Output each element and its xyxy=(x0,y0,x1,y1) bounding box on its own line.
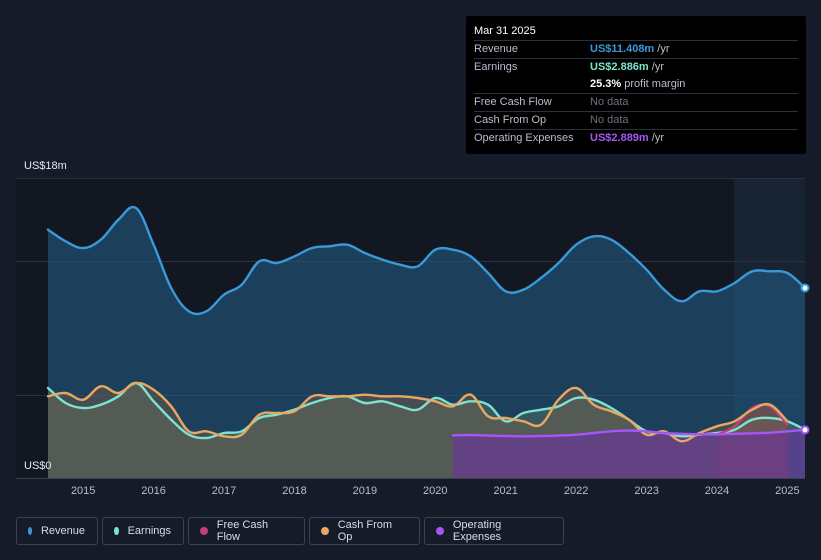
legend-label: Free Cash Flow xyxy=(216,519,269,543)
legend-earnings[interactable]: Earnings xyxy=(102,517,184,545)
tooltip-row-fcf: Free Cash Flow No data xyxy=(474,93,798,111)
legend-label: Earnings xyxy=(127,525,171,537)
tooltip-value: US$11.408m xyxy=(590,43,655,55)
x-tick-label: 2025 xyxy=(775,485,800,497)
x-tick-label: 2018 xyxy=(282,485,307,497)
tooltip-value-wrap: US$2.889m /yr xyxy=(590,130,664,147)
x-tick-label: 2019 xyxy=(352,485,378,497)
legend-dot-icon xyxy=(321,527,329,535)
x-tick-label: 2021 xyxy=(493,485,518,497)
x-tick-label: 2017 xyxy=(211,485,237,497)
legend-cash-from-op[interactable]: Cash From Op xyxy=(309,517,420,545)
tooltip-row-revenue: Revenue US$11.408m /yr xyxy=(474,40,798,58)
tooltip-label: Free Cash Flow xyxy=(474,96,552,108)
x-tick-label: 2016 xyxy=(141,485,166,497)
x-tick-label: 2015 xyxy=(70,485,96,497)
y-tick-label-bottom: US$0 xyxy=(24,460,52,472)
tooltip-value-wrap: US$11.408m /yr xyxy=(590,41,670,58)
legend-label: Operating Expenses xyxy=(452,519,502,543)
free-cash-flow-line xyxy=(715,403,789,436)
revenue-line xyxy=(46,205,807,316)
tooltip-label: Earnings xyxy=(474,61,518,73)
operating-expenses-area xyxy=(452,429,805,478)
tooltip-row-opex: Operating Expenses US$2.889m /yr xyxy=(474,129,798,147)
tooltip-label: Cash From Op xyxy=(474,114,547,126)
tooltip-date: Mar 31 2025 xyxy=(474,25,536,37)
x-tick-label: 2020 xyxy=(423,485,448,497)
tooltip-label: Operating Expenses xyxy=(474,132,574,144)
revenue-marker xyxy=(800,283,810,293)
tooltip-unit: /yr xyxy=(651,132,665,144)
legend-dot-icon xyxy=(200,527,208,535)
tooltip-value: US$2.886m xyxy=(590,61,649,73)
tooltip-value: US$2.889m xyxy=(590,132,649,144)
tooltip: Mar 31 2025 Revenue US$11.408m /yr Earni… xyxy=(466,16,806,154)
tooltip-value-wrap: US$2.886m /yr xyxy=(590,59,664,76)
tooltip-row-cfo: Cash From Op No data xyxy=(474,111,798,129)
tooltip-label xyxy=(474,76,590,93)
legend-operating-expenses[interactable]: Operating Expenses xyxy=(424,517,564,545)
legend-free-cash-flow[interactable]: Free Cash Flow xyxy=(188,517,305,545)
legend-label: Revenue xyxy=(40,525,85,537)
x-tick-label: 2023 xyxy=(634,485,659,497)
tooltip-unit: /yr xyxy=(651,61,665,73)
tooltip-value: No data xyxy=(590,114,629,126)
cash-from-op-line xyxy=(46,381,789,443)
legend-revenue[interactable]: Revenue xyxy=(16,517,98,545)
tooltip-label: Revenue xyxy=(474,43,519,55)
tooltip-row-margin: 25.3% profit margin xyxy=(474,76,798,93)
legend-dot-icon xyxy=(28,527,32,535)
earnings-line xyxy=(46,381,807,440)
legend-label: Cash From Op xyxy=(337,519,393,543)
x-tick-label: 2024 xyxy=(704,485,730,497)
tooltip-row-earnings: Earnings US$2.886m /yr xyxy=(474,58,798,76)
operating-expenses-line xyxy=(451,428,807,438)
operating-expenses-marker xyxy=(800,425,810,435)
y-tick-label-top: US$18m xyxy=(24,160,67,172)
tooltip-value: 25.3% xyxy=(590,78,622,90)
tooltip-value: No data xyxy=(590,96,629,108)
legend-dot-icon xyxy=(436,527,444,535)
x-tick-label: 2022 xyxy=(563,485,589,497)
legend-dot-icon xyxy=(114,527,119,535)
tooltip-unit: profit margin xyxy=(624,78,686,90)
tooltip-unit: /yr xyxy=(657,43,670,55)
tooltip-value-wrap: 25.3% profit margin xyxy=(590,76,685,93)
